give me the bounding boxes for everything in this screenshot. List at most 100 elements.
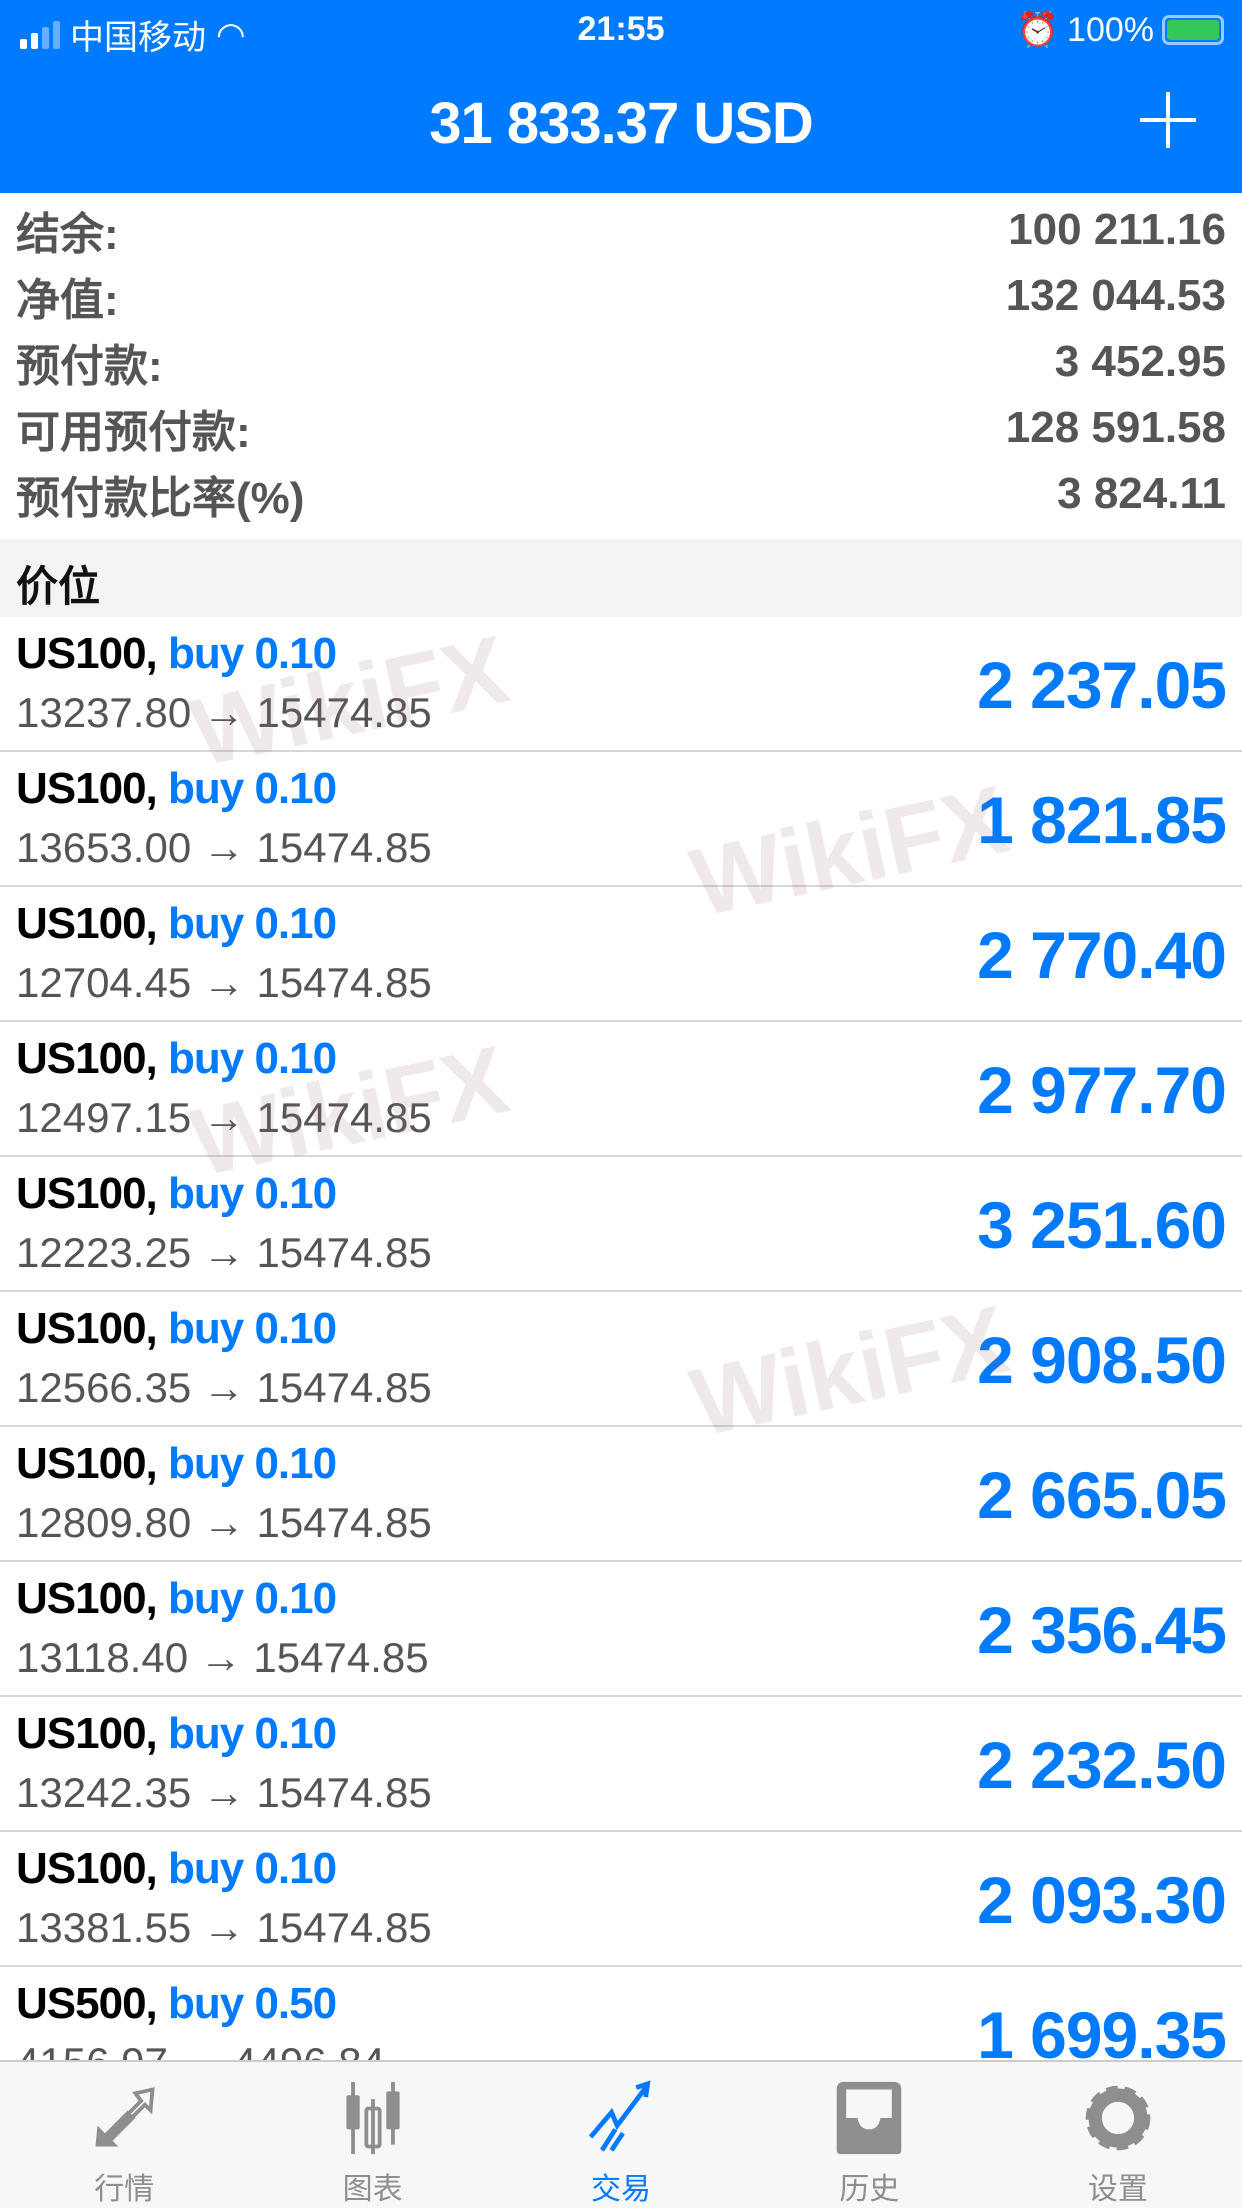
position-row[interactable]: US500, buy 0.50 4156.97 → 4496.84 1 699.35 xyxy=(0,1967,1242,2060)
position-row[interactable]: US100, buy 0.10 13653.00 → 15474.85 1 821.… xyxy=(0,752,1242,887)
summary-label: 净值: xyxy=(16,276,119,325)
summary-row: 净值: 132 044.53 xyxy=(0,263,1242,329)
tab-charts[interactable]: 图表 xyxy=(248,2062,496,2208)
position-title: US100, buy 0.10 xyxy=(16,1439,337,1489)
position-title: US100, buy 0.10 xyxy=(16,629,337,679)
summary-label: 预付款: xyxy=(16,342,163,391)
position-prices: 12566.35 → 15474.85 xyxy=(16,1364,432,1411)
position-row[interactable]: US100, buy 0.10 12809.80 → 15474.85 2 665.… xyxy=(0,1427,1242,1562)
position-profit: 2 977.70 xyxy=(977,1053,1227,1127)
header: 中国移动 ◠ 21:55 ⏰ 100% 31 833.37 USD xyxy=(0,0,1242,193)
settings-gear-icon xyxy=(1085,2085,1151,2151)
summary-label: 可用预付款: xyxy=(16,408,251,457)
summary-label: 结余: xyxy=(16,210,119,259)
position-side: buy 0.10 xyxy=(168,1844,337,1893)
position-side: buy 0.10 xyxy=(168,1439,337,1488)
position-profit: 2 232.50 xyxy=(977,1728,1227,1802)
tab-label: 图表 xyxy=(342,2173,403,2206)
position-symbol: US100, xyxy=(16,1034,158,1083)
summary-value: 3 824.11 xyxy=(1057,469,1226,518)
position-side: buy 0.50 xyxy=(168,1979,337,2028)
position-side: buy 0.10 xyxy=(168,629,337,678)
summary-row: 可用预付款: 128 591.58 xyxy=(0,395,1242,461)
quotes-arrows-icon xyxy=(95,2087,155,2147)
position-profit: 2 093.30 xyxy=(977,1863,1227,1937)
position-symbol: US100, xyxy=(16,1709,158,1758)
battery-percent: 100% xyxy=(1067,10,1154,49)
position-side: buy 0.10 xyxy=(168,1304,337,1353)
account-summary: 结余: 100 211.16 净值: 132 044.53 预付款: 3 452.95 可用… xyxy=(0,197,1242,527)
position-profit: 2 665.05 xyxy=(977,1458,1227,1532)
position-title: US100, buy 0.10 xyxy=(16,1034,337,1084)
position-row[interactable]: US100, buy 0.10 13237.80 → 15474.85 2 237.… xyxy=(0,617,1242,752)
tab-label: 行情 xyxy=(94,2173,155,2206)
position-symbol: US100, xyxy=(16,1439,158,1488)
position-row[interactable]: US100, buy 0.10 13118.40 → 15474.85 2 356.… xyxy=(0,1562,1242,1697)
position-prices: 4156.97 → 4496.84 xyxy=(16,2039,385,2060)
new-order-button[interactable] xyxy=(1140,92,1196,148)
position-prices: 12223.25 → 15474.85 xyxy=(16,1229,432,1276)
trade-trend-icon xyxy=(588,2080,651,2152)
position-title: US100, buy 0.10 xyxy=(16,899,337,949)
position-title: US100, buy 0.10 xyxy=(16,1574,337,1624)
tab-label: 历史 xyxy=(839,2173,900,2206)
summary-row: 预付款: 3 452.95 xyxy=(0,329,1242,395)
position-side: buy 0.10 xyxy=(168,1709,337,1758)
positions-list: US100, buy 0.10 13237.80 → 15474.85 2 237.… xyxy=(0,617,1242,2060)
summary-label: 预付款比率(%) xyxy=(16,474,305,523)
position-profit: 1 821.85 xyxy=(977,783,1227,857)
position-prices: 13242.35 → 15474.85 xyxy=(16,1769,432,1816)
tab-settings[interactable]: 设置 xyxy=(994,2062,1242,2208)
tab-bar: 行情 图表 交易 历史 设置 xyxy=(0,2060,1242,2208)
candlestick-chart-icon xyxy=(346,2081,400,2155)
position-prices: 12809.80 → 15474.85 xyxy=(16,1499,432,1546)
position-prices: 13118.40 → 15474.85 xyxy=(16,1634,429,1681)
position-prices: 13653.00 → 15474.85 xyxy=(16,824,432,871)
position-row[interactable]: US100, buy 0.10 12566.35 → 15474.85 2 908.… xyxy=(0,1292,1242,1427)
position-side: buy 0.10 xyxy=(168,1034,337,1083)
tab-trade[interactable]: 交易 xyxy=(497,2062,745,2208)
position-title: US100, buy 0.10 xyxy=(16,1304,337,1354)
position-title: US100, buy 0.10 xyxy=(16,1709,337,1759)
position-title: US500, buy 0.50 xyxy=(16,1979,337,2029)
status-bar: 中国移动 ◠ 21:55 ⏰ 100% xyxy=(0,0,1242,62)
clock: 21:55 xyxy=(577,10,665,48)
position-symbol: US100, xyxy=(16,764,158,813)
position-side: buy 0.10 xyxy=(168,899,337,948)
position-profit: 2 908.50 xyxy=(977,1323,1227,1397)
battery-icon xyxy=(1162,15,1224,45)
position-title: US100, buy 0.10 xyxy=(16,764,337,814)
tab-quotes[interactable]: 行情 xyxy=(0,2062,248,2208)
position-row[interactable]: US100, buy 0.10 13381.55 → 15474.85 2 093.… xyxy=(0,1832,1242,1967)
position-symbol: US100, xyxy=(16,1844,158,1893)
carrier: 中国移动 xyxy=(70,19,206,57)
position-symbol: US500, xyxy=(16,1979,158,2028)
position-row[interactable]: US100, buy 0.10 12223.25 → 15474.85 3 251.… xyxy=(0,1157,1242,1292)
summary-value: 3 452.95 xyxy=(1054,337,1226,386)
position-profit: 2 356.45 xyxy=(977,1593,1227,1667)
position-row[interactable]: US100, buy 0.10 13242.35 → 15474.85 2 232.… xyxy=(0,1697,1242,1832)
position-profit: 3 251.60 xyxy=(977,1188,1227,1262)
position-row[interactable]: US100, buy 0.10 12704.45 → 15474.85 2 770.… xyxy=(0,887,1242,1022)
tab-label: 交易 xyxy=(591,2173,652,2206)
position-symbol: US100, xyxy=(16,1304,158,1353)
position-side: buy 0.10 xyxy=(168,1574,337,1623)
position-title: US100, buy 0.10 xyxy=(16,1844,337,1894)
section-title: 价位 xyxy=(0,539,1242,617)
position-profit: 2 237.05 xyxy=(977,648,1227,722)
position-symbol: US100, xyxy=(16,629,158,678)
tab-label: 设置 xyxy=(1087,2173,1148,2206)
summary-value: 100 211.16 xyxy=(1008,205,1226,254)
position-prices: 13237.80 → 15474.85 xyxy=(16,689,432,736)
position-prices: 12497.15 → 15474.85 xyxy=(16,1094,432,1141)
summary-value: 132 044.53 xyxy=(1005,271,1226,320)
position-symbol: US100, xyxy=(16,1169,158,1218)
position-row[interactable]: US100, buy 0.10 12497.15 → 15474.85 2 977.… xyxy=(0,1022,1242,1157)
alarm-icon: ⏰ xyxy=(1016,11,1060,49)
position-prices: 12704.45 → 15474.85 xyxy=(16,959,432,1006)
summary-row: 预付款比率(%) 3 824.11 xyxy=(0,461,1242,527)
summary-value: 128 591.58 xyxy=(1005,403,1226,452)
position-symbol: US100, xyxy=(16,899,158,948)
tab-history[interactable]: 历史 xyxy=(745,2062,993,2208)
position-side: buy 0.10 xyxy=(168,1169,337,1218)
